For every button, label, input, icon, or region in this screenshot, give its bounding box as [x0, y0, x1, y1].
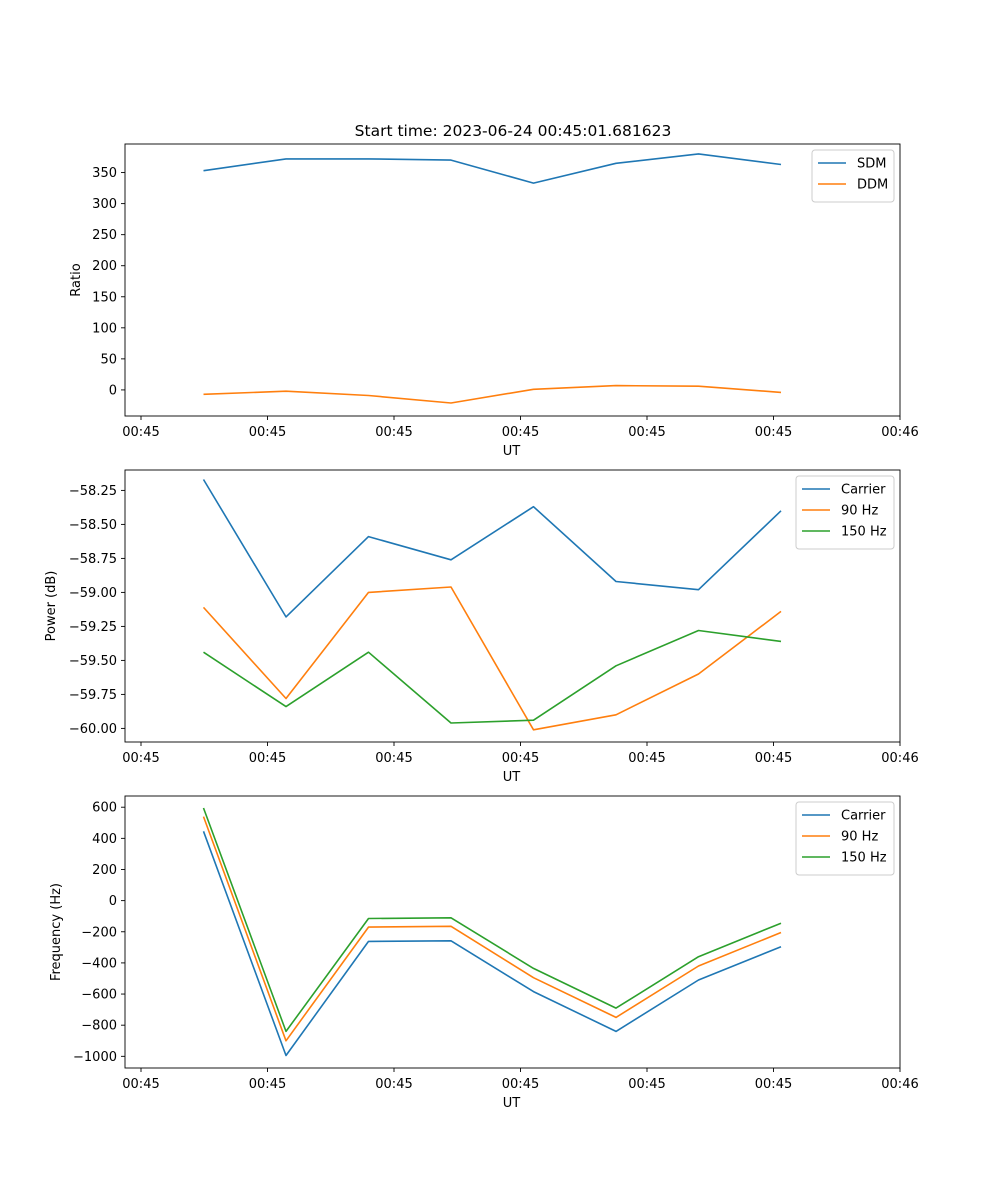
y-tick-label: 300 — [92, 197, 117, 212]
x-tick-label: 00:45 — [249, 1077, 286, 1092]
chart-panel-2: 00:45 00:45 00:45 00:45 00:45 00:45 00:46 −60.0… — [44, 469, 919, 785]
y-tick-label: −800 — [81, 1019, 117, 1034]
y-tick-label: −59.50 — [69, 654, 117, 669]
y-axis-label: Ratio — [69, 263, 84, 296]
y-tick-label: 100 — [92, 321, 117, 336]
y-tick-label: −600 — [81, 988, 117, 1003]
y-tick-label: 0 — [109, 894, 117, 909]
y-axis-label: Power (dB) — [44, 571, 59, 642]
x-tick-label: 00:45 — [122, 425, 159, 440]
y-tick-label: −60.00 — [69, 722, 117, 737]
series-line-carrier — [202, 831, 782, 1057]
y-tick-label: 200 — [92, 863, 117, 878]
x-tick-label: 00:46 — [881, 1077, 918, 1092]
x-axis-label: UT — [503, 770, 521, 785]
series-line-ddm — [203, 384, 782, 404]
legend-label: 90 Hz — [841, 830, 878, 845]
x-tick-label: 00:45 — [502, 751, 539, 766]
series-line-carrier — [202, 479, 782, 618]
y-tick-label: 600 — [92, 801, 117, 816]
y-tick-label: −58.50 — [69, 518, 117, 533]
x-tick-label: 00:45 — [249, 751, 286, 766]
legend-label: 150 Hz — [841, 851, 887, 866]
y-tick-label: −59.75 — [69, 688, 117, 703]
plot-frame — [124, 469, 901, 743]
x-tick-label: 00:45 — [375, 751, 412, 766]
x-tick-label: 00:45 — [755, 751, 792, 766]
x-tick-label: 00:45 — [375, 425, 412, 440]
y-tick-label: −58.25 — [69, 484, 117, 499]
legend: SDM DDM — [811, 149, 895, 203]
x-tick-label: 00:45 — [628, 751, 665, 766]
legend: Carrier 90 Hz 150 Hz — [795, 475, 895, 550]
x-tick-label: 00:45 — [249, 425, 286, 440]
y-tick-label: −400 — [81, 956, 117, 971]
x-tick-label: 00:45 — [122, 751, 159, 766]
legend-label: Carrier — [841, 483, 886, 498]
y-tick-label: 250 — [92, 228, 117, 243]
y-tick-label: 200 — [92, 259, 117, 274]
x-tick-label: 00:46 — [881, 425, 918, 440]
legend-label: 150 Hz — [841, 525, 887, 540]
x-tick-label: 00:45 — [628, 1077, 665, 1092]
y-tick-label: 350 — [92, 166, 117, 181]
chart-panel-1: 00:45 00:45 00:45 00:45 00:45 00:45 00:46 0 50 10… — [69, 143, 919, 459]
legend-label: DDM — [857, 178, 888, 193]
series-line-150-hz — [203, 629, 782, 724]
y-tick-label: 0 — [109, 383, 117, 398]
y-tick-label: 50 — [100, 352, 117, 367]
figure-title: Start time: 2023-06-24 00:45:01.681623 — [355, 122, 672, 140]
series-line-sdm — [203, 153, 782, 184]
series-line-90-hz — [202, 816, 782, 1042]
x-tick-label: 00:45 — [502, 1077, 539, 1092]
x-tick-label: 00:45 — [502, 425, 539, 440]
x-tick-label: 00:45 — [755, 1077, 792, 1092]
series-line-150-hz — [202, 807, 782, 1033]
legend: Carrier 90 Hz 150 Hz — [795, 801, 895, 876]
x-tick-label: 00:45 — [375, 1077, 412, 1092]
plot-frame — [124, 143, 901, 417]
x-tick-label: 00:46 — [881, 751, 918, 766]
y-tick-label: 400 — [92, 832, 117, 847]
y-tick-label: −59.25 — [69, 620, 117, 635]
x-tick-label: 00:45 — [122, 1077, 159, 1092]
legend-label: Carrier — [841, 809, 886, 824]
y-tick-label: −59.00 — [69, 586, 117, 601]
y-axis-label: Frequency (Hz) — [49, 883, 64, 981]
x-axis-label: UT — [503, 1096, 521, 1111]
x-tick-label: 00:45 — [755, 425, 792, 440]
chart-panel-3: 00:45 00:45 00:45 00:45 00:45 00:45 00:46 −1000… — [49, 795, 919, 1111]
y-tick-label: −58.75 — [69, 552, 117, 567]
y-tick-label: 150 — [92, 290, 117, 305]
x-tick-label: 00:45 — [628, 425, 665, 440]
y-tick-label: −1000 — [73, 1050, 117, 1065]
legend-label: SDM — [857, 157, 886, 172]
y-tick-label: −200 — [81, 925, 117, 940]
series-line-90-hz — [202, 586, 782, 731]
x-axis-label: UT — [503, 444, 521, 459]
legend-label: 90 Hz — [841, 504, 878, 519]
